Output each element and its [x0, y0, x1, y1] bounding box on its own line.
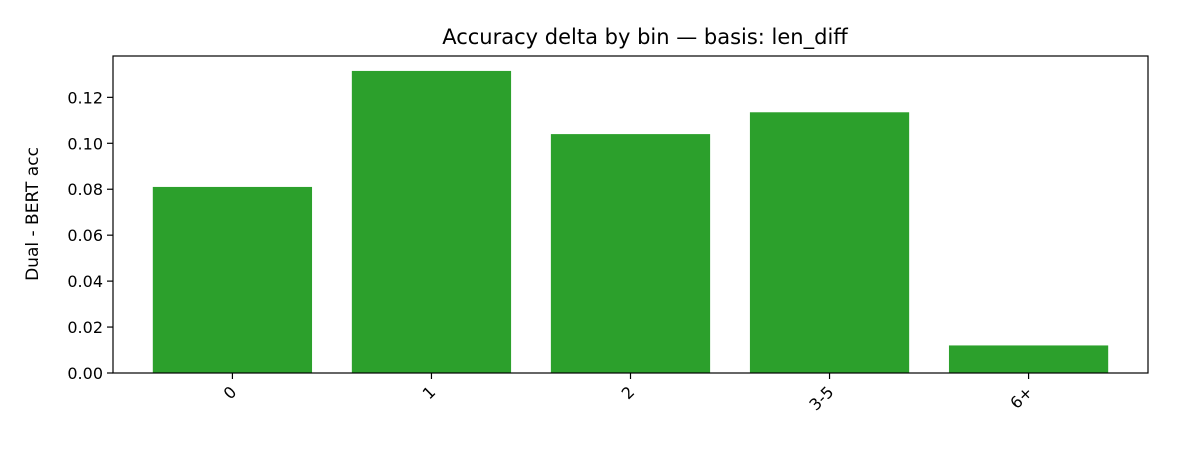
- bar-3-5: [749, 112, 910, 373]
- x-tick-label: 2: [618, 382, 639, 403]
- x-tick-label: 1: [419, 382, 440, 403]
- y-axis-label: Dual - BERT acc: [23, 147, 43, 281]
- y-axis: 0.00 0.02 0.04 0.06 0.08 0.10 0.12: [67, 88, 113, 383]
- bars-group: [152, 70, 1109, 374]
- bar-1: [351, 70, 512, 374]
- y-tick-label: 0.06: [67, 226, 103, 245]
- y-tick-label: 0.04: [67, 272, 103, 291]
- x-tick-label: 6+: [1006, 382, 1036, 412]
- y-tick-label: 0.12: [67, 88, 103, 107]
- bar-6+: [948, 345, 1109, 373]
- chart-title: Accuracy delta by bin — basis: len_diff: [442, 25, 848, 50]
- y-tick-label: 0.08: [67, 180, 103, 199]
- plot-frame: [112, 55, 1149, 374]
- x-tick-label: 0: [220, 382, 241, 403]
- y-tick-label: 0.10: [67, 134, 103, 153]
- bar-0: [152, 186, 313, 373]
- y-tick-label: 0.02: [67, 318, 103, 337]
- x-tick-label: 3-5: [805, 382, 837, 414]
- x-axis: 0 1 2 3-5 6+: [220, 373, 1036, 414]
- y-tick-label: 0.00: [67, 364, 103, 383]
- bar-2: [550, 134, 711, 373]
